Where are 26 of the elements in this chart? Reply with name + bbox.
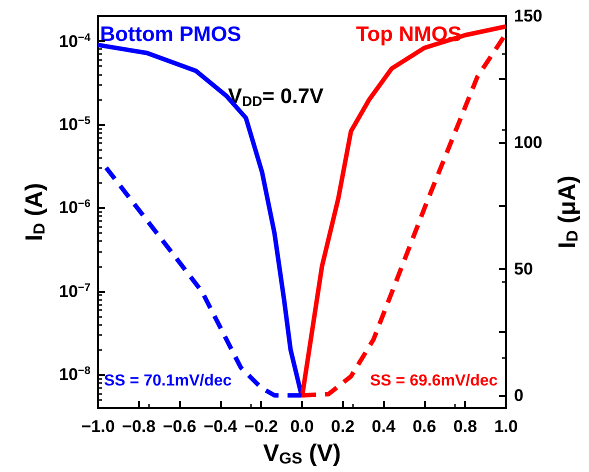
series-label: Bottom PMOS (100, 23, 242, 46)
annotation: SS = 70.1mV/dec (104, 372, 232, 390)
x-tick-label: −0.8 (122, 417, 156, 436)
x-tick-label: 0.8 (453, 417, 478, 436)
y2-axis-title: ID (μA) (554, 176, 582, 248)
y-tick-label: 10$^{−4}$ (59, 32, 90, 51)
x-axis-title: VGS (V) (263, 440, 341, 468)
x-tick-label: −0.4 (204, 417, 238, 436)
x-tick-label: 0.4 (372, 417, 396, 436)
x-tick-label: 0.0 (290, 417, 314, 436)
y-tick-label: 10$^{−8}$ (59, 365, 90, 384)
y2-tick-label: 50 (514, 259, 533, 278)
x-tick-label: 1.0 (494, 417, 518, 436)
x-tick-label: −1.0 (81, 417, 115, 436)
x-tick-label: 0.2 (330, 417, 355, 436)
y2-tick-label: 0 (514, 386, 524, 405)
y2-tick-label: 150 (514, 6, 542, 26)
annotation: SS = 69.6mV/dec (370, 372, 498, 390)
y-tick-label: 10$^{−6}$ (59, 198, 90, 218)
x-tick-label: −0.2 (244, 417, 278, 436)
y2-tick-label: 100 (514, 132, 542, 152)
y-tick-label: 10$^{−7}$ (59, 282, 90, 301)
y-axis-title: ID (A) (21, 182, 48, 242)
x-tick-label: −0.6 (162, 417, 196, 436)
y-tick-label: 10$^{−5}$ (59, 115, 90, 134)
x-tick-label: 0.6 (412, 417, 436, 436)
